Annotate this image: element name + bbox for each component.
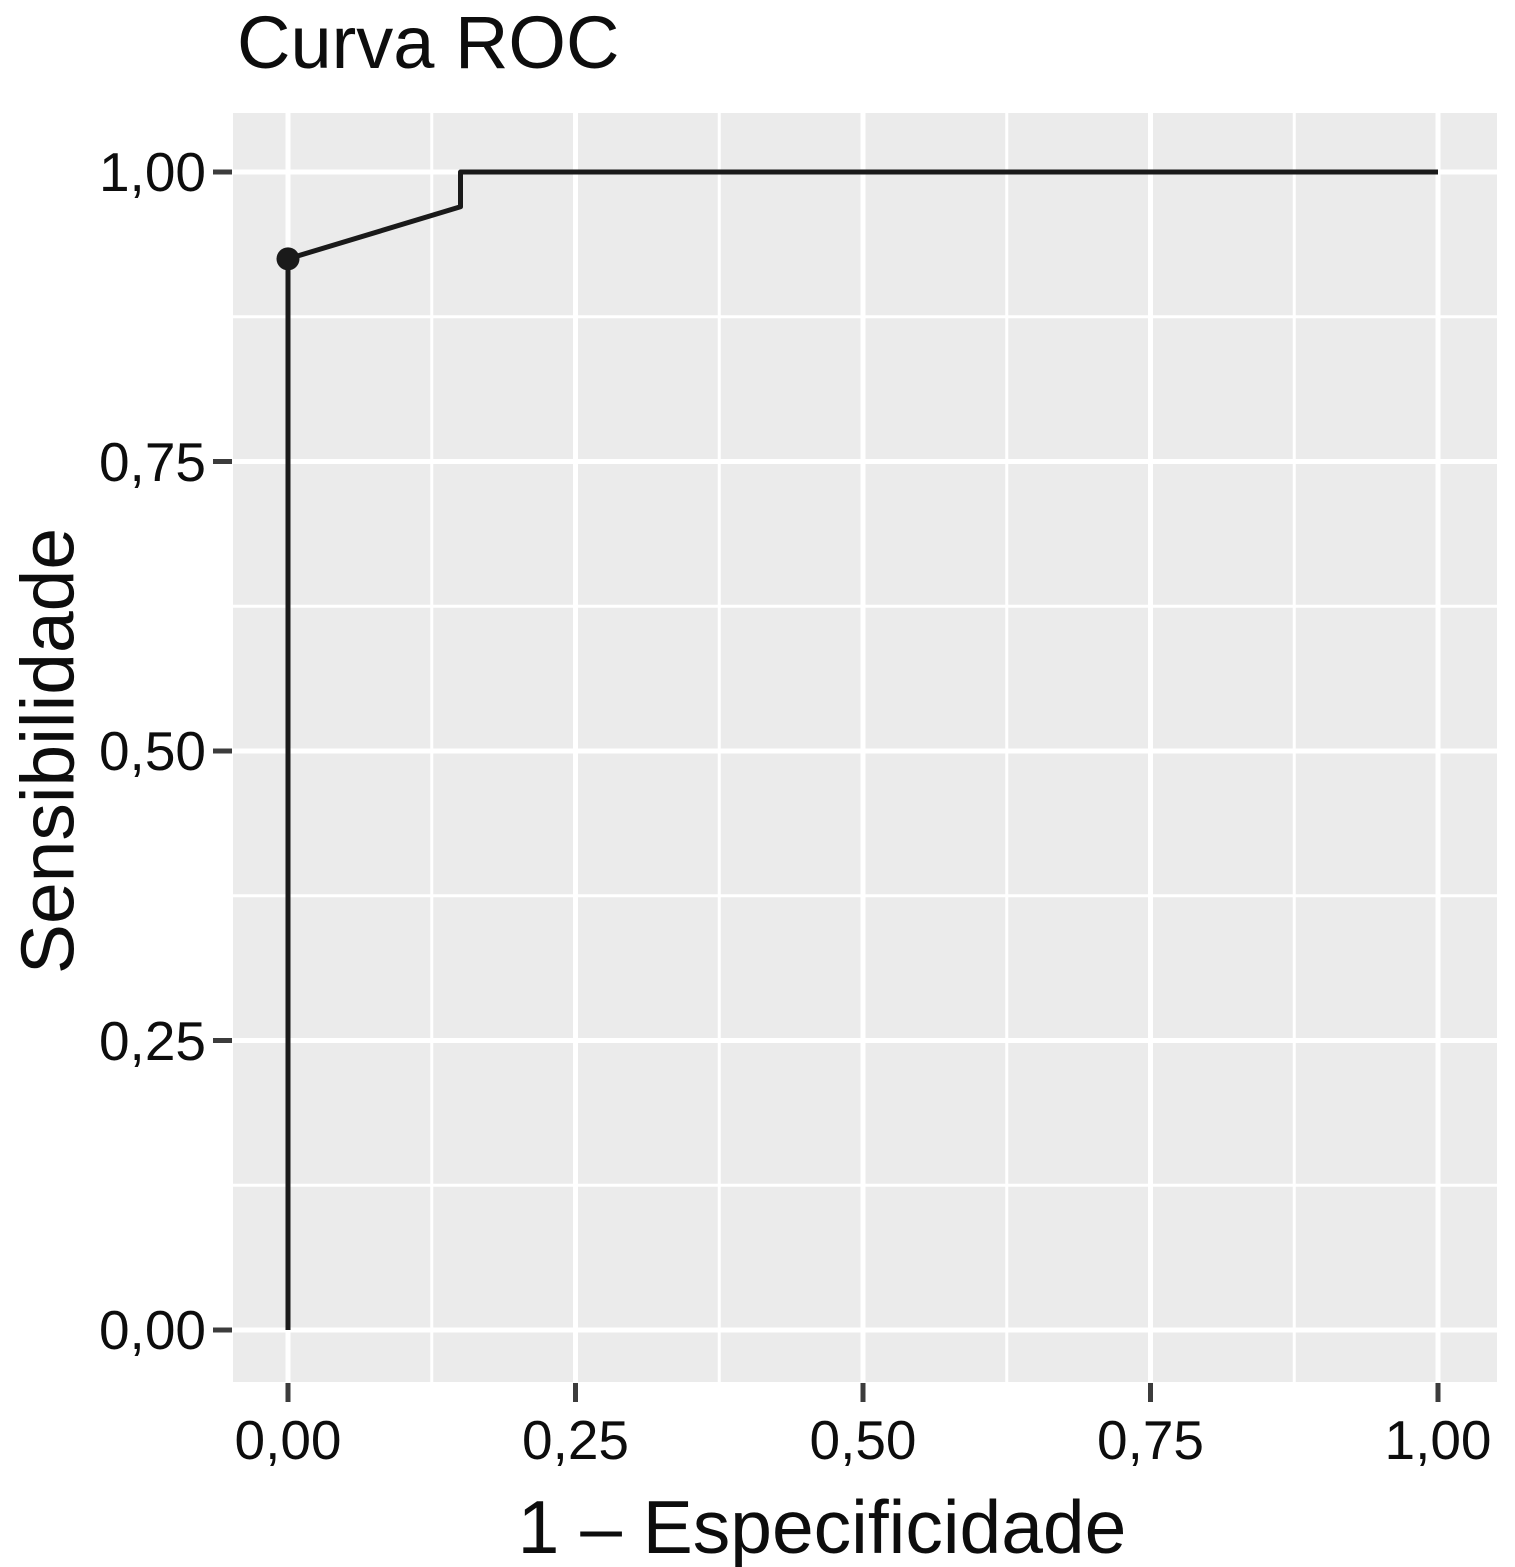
y-tick-label: 0,75 xyxy=(98,430,206,493)
x-tick-label: 0,50 xyxy=(809,1409,917,1471)
x-tick-label: 0,25 xyxy=(521,1409,630,1471)
y-tick-label: 0,50 xyxy=(98,720,206,782)
y-tick-label: 1,00 xyxy=(98,141,206,203)
y-tick-label: 0,00 xyxy=(98,1299,206,1361)
roc-cutoff-point xyxy=(276,247,300,271)
roc-curve-line xyxy=(285,169,1438,1330)
x-tick-label: 0,00 xyxy=(234,1409,342,1471)
x-axis-label: 1 – Especificidade xyxy=(517,1485,1127,1567)
x-tick-label: 0,75 xyxy=(1096,1409,1205,1471)
y-tick-label: 0,25 xyxy=(98,1009,206,1072)
x-tick-label: 1,00 xyxy=(1384,1409,1492,1471)
chart-title: Curva ROC xyxy=(237,1,620,84)
